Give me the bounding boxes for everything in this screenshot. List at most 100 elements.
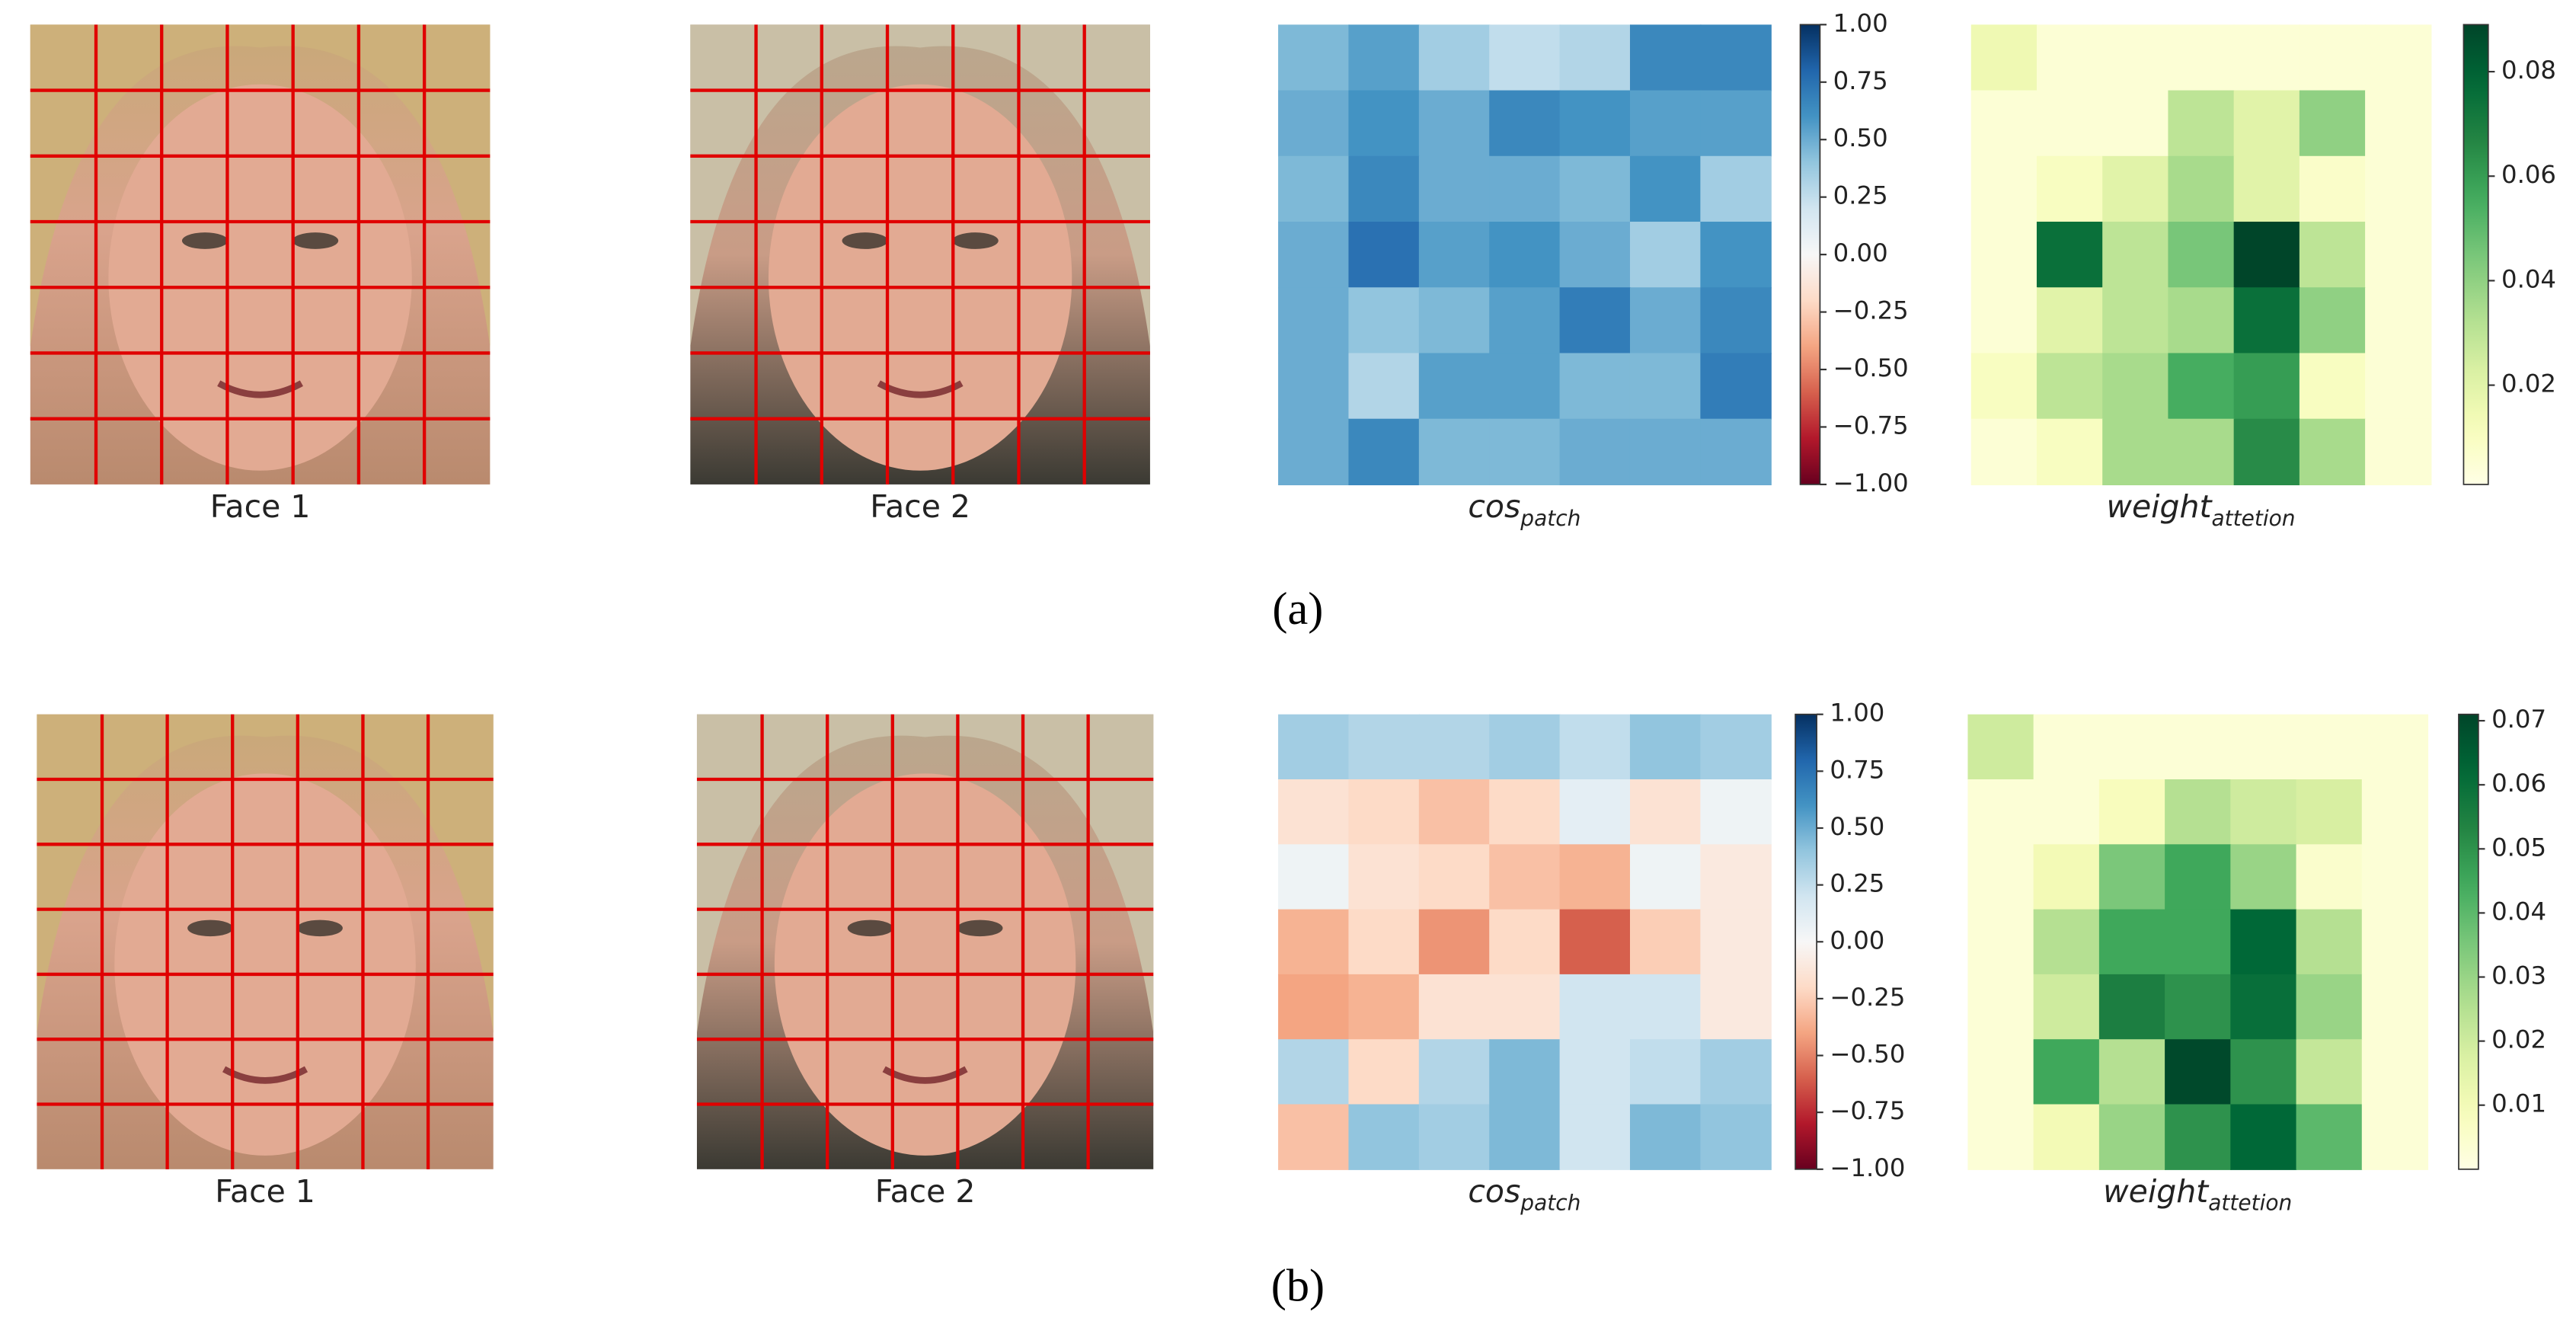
- heatmap-cell: [1278, 1104, 1350, 1170]
- heatmap-cell: [1700, 222, 1772, 289]
- heatmap-cell: [1418, 353, 1491, 420]
- heatmap-cell: [1559, 353, 1632, 420]
- heatmap-cell: [2033, 909, 2100, 975]
- heatmap-cell: [1418, 222, 1491, 289]
- heatmap-cell: [1700, 1039, 1772, 1105]
- heatmap-cell: [1629, 155, 1702, 223]
- heatmap-cell: [1418, 1104, 1491, 1170]
- heatmap-cell: [1348, 287, 1420, 354]
- heatmap-cell: [1559, 287, 1632, 354]
- heatmap-cell: [1970, 90, 2038, 157]
- heatmap-cell: [1700, 974, 1772, 1041]
- heatmap-cell: [1348, 155, 1420, 223]
- x-axis-label-main: cos: [1468, 1173, 1520, 1210]
- heatmap-cell: [2098, 779, 2166, 846]
- heatmap-cell: [1629, 909, 1702, 975]
- colorbar-tick-label: 0.02: [2491, 1025, 2546, 1054]
- heatmap-cell: [1278, 974, 1350, 1041]
- face-image: [37, 714, 494, 1169]
- heatmap-cell: [2102, 418, 2169, 485]
- heatmap-cell: [1970, 24, 2038, 91]
- colorbar-tick-label: 0.04: [2501, 264, 2556, 293]
- heatmap-cell: [2098, 1039, 2166, 1105]
- heatmap-cell: [1629, 418, 1702, 485]
- heatmap-cell: [2168, 287, 2235, 354]
- heatmap-cell: [1348, 974, 1420, 1041]
- heatmap-cell: [2102, 222, 2169, 289]
- heatmap-cell: [2361, 974, 2429, 1041]
- heatmap-cell: [2233, 287, 2300, 354]
- heatmap-cell: [1559, 418, 1632, 485]
- face-shape: [768, 84, 1072, 471]
- heatmap-cell: [2098, 1104, 2166, 1170]
- heatmap-cell: [2165, 844, 2232, 910]
- colorbar: [2458, 713, 2479, 1170]
- heatmap-cell: [1629, 24, 1702, 91]
- heatmap-cell: [1489, 1039, 1561, 1105]
- heatmap-cell: [2233, 222, 2300, 289]
- heatmap-cell: [2299, 287, 2367, 354]
- heatmap-cell: [1418, 909, 1491, 975]
- heatmap-cell: [1489, 287, 1561, 354]
- heatmap-cell: [1489, 222, 1561, 289]
- heatmap-cell: [1348, 418, 1420, 485]
- x-axis-label-main: weight: [2103, 1173, 2210, 1210]
- x-axis-label-subscript: attetion: [2208, 1191, 2292, 1216]
- heatmap-cell: [1418, 974, 1491, 1041]
- heatmap-cell: [1559, 24, 1632, 91]
- heatmap-cell: [1629, 90, 1702, 157]
- heatmap-cell: [2098, 974, 2166, 1041]
- heatmap-cell: [1278, 222, 1350, 289]
- colorbar-tick-label: 0.05: [2491, 833, 2546, 862]
- panel-label: (b): [1271, 1260, 1325, 1311]
- heatmap-cell: [1629, 287, 1702, 354]
- heatmap-cell: [1418, 287, 1491, 354]
- x-axis-label: cospatch: [1468, 1173, 1580, 1216]
- colorbar-tick-label: 0.00: [1830, 926, 1884, 955]
- heatmap-cell: [2165, 974, 2232, 1041]
- heatmap-cell: [2033, 779, 2100, 846]
- heatmap-cell: [1970, 418, 2038, 485]
- heatmap-cell: [1700, 90, 1772, 157]
- heatmap-cell: [1559, 974, 1632, 1041]
- heatmap-cell: [1559, 1039, 1632, 1105]
- heatmap-cell: [2102, 155, 2169, 223]
- heatmap-cell: [1489, 24, 1561, 91]
- heatmap-cell: [2102, 353, 2169, 420]
- heatmap-cell: [1489, 1104, 1561, 1170]
- heatmap-cell: [2036, 222, 2104, 289]
- colorbar-tick-label: 0.03: [2491, 961, 2546, 990]
- colorbar-tick-label: 0.25: [1830, 869, 1884, 898]
- heatmap-cell: [2361, 1039, 2429, 1105]
- heatmap-cell: [2233, 353, 2300, 420]
- colorbar-tick-label: 0.00: [1833, 238, 1888, 267]
- heatmap-cell: [2168, 418, 2235, 485]
- colorbar-tick-label: 0.75: [1830, 755, 1884, 784]
- heatmap-cell: [1700, 779, 1772, 846]
- heatmap-cell: [2296, 779, 2363, 846]
- colorbar-tick-label: −0.75: [1830, 1096, 1905, 1125]
- heatmap-cell: [2102, 24, 2169, 91]
- x-axis-label-main: cos: [1468, 488, 1520, 525]
- face-image: [690, 24, 1150, 485]
- heatmap-cell: [1278, 1039, 1350, 1105]
- heatmap-cell: [1418, 155, 1491, 223]
- colorbar-tick-label: 0.50: [1830, 812, 1884, 841]
- heatmap-cell: [1700, 844, 1772, 910]
- heatmap-cell: [1967, 1104, 2034, 1170]
- x-axis-label: weightattetion: [2106, 488, 2295, 531]
- x-axis-label-main: weight: [2106, 488, 2213, 525]
- heatmap-cell: [2165, 779, 2232, 846]
- heatmap-cell: [1278, 779, 1350, 846]
- heatmap-cell: [1559, 779, 1632, 846]
- heatmap-cell: [1418, 418, 1491, 485]
- heatmap-cell: [1348, 779, 1420, 846]
- heatmap-cell: [1278, 155, 1350, 223]
- heatmap-cell: [2168, 24, 2235, 91]
- colorbar-tick-label: 0.25: [1833, 181, 1888, 210]
- heatmap-cell: [2033, 714, 2100, 781]
- heatmap-cell: [2168, 90, 2235, 157]
- face-image: [696, 714, 1154, 1169]
- colorbar-tick-label: 0.75: [1833, 66, 1888, 95]
- heatmap-cell: [2036, 353, 2104, 420]
